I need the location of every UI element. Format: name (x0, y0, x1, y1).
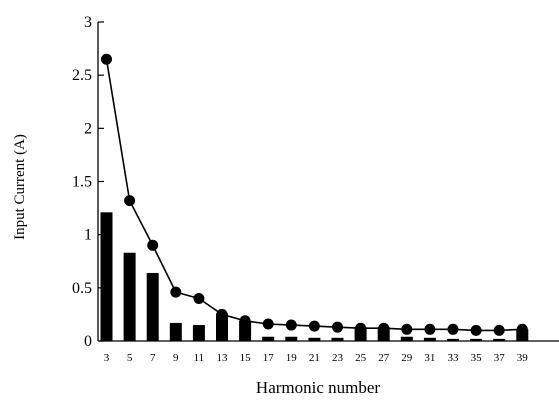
x-tick-label: 33 (448, 352, 460, 364)
line-point (378, 322, 390, 334)
x-axis-title: Harmonic number (256, 378, 380, 397)
line-point (285, 319, 297, 331)
bar (239, 320, 252, 341)
bar (285, 336, 298, 341)
x-tick-label: 27 (378, 352, 390, 364)
x-tick-labels: 3 5 7 9 11 13 15 17 19 21 23 25 27 29 31 33 35 37 39 (104, 352, 529, 364)
x-tick-label: 15 (240, 352, 252, 364)
line-series (101, 53, 528, 336)
line-point (332, 321, 343, 333)
x-tick-label: 5 (127, 352, 133, 364)
axes (97, 21, 559, 342)
x-tick-label: 35 (471, 352, 483, 364)
y-tick-label: 0.5 (72, 280, 92, 297)
x-tick-label: 31 (424, 352, 435, 364)
series-line (105, 59, 523, 332)
y-tick-labels: 0 0.5 1 1.5 2 2.5 3 (72, 14, 92, 350)
x-tick-label: 17 (263, 352, 275, 364)
x-tick-label: 29 (401, 352, 413, 364)
line-point (101, 53, 112, 65)
y-tick-label: 1.5 (72, 174, 92, 191)
bar (192, 325, 205, 341)
bar (216, 313, 228, 341)
y-tick-label: 1 (84, 227, 92, 244)
y-tick-label: 2 (84, 120, 92, 137)
line-point (170, 286, 182, 298)
bar (423, 337, 436, 341)
line-point (516, 323, 528, 335)
y-tick-label: 2.5 (72, 67, 92, 84)
line-point (262, 318, 274, 330)
line-point (355, 322, 367, 334)
x-tick-label: 39 (517, 352, 529, 364)
bar (447, 338, 459, 341)
line-point (447, 323, 459, 335)
line-point (470, 324, 482, 336)
x-tick-label: 23 (332, 352, 344, 364)
y-tick-label: 3 (84, 14, 92, 31)
x-tick-label: 7 (150, 352, 156, 364)
bar (308, 337, 321, 341)
bar (516, 329, 529, 341)
line-point (493, 324, 505, 336)
bar (123, 252, 136, 341)
bar (146, 272, 159, 341)
bar (262, 336, 275, 341)
x-tick-label: 19 (286, 352, 298, 364)
x-tick-label: 9 (173, 352, 179, 364)
line-point (239, 315, 251, 327)
bar (470, 338, 483, 341)
bar (493, 338, 506, 341)
x-tick-label: 37 (494, 352, 506, 364)
bar (331, 337, 344, 341)
bar (100, 212, 113, 341)
line-point (308, 320, 320, 332)
x-tick-label: 25 (355, 352, 367, 364)
line-point (147, 239, 159, 251)
line-point (401, 323, 413, 335)
x-tick-label: 13 (217, 352, 229, 364)
line-point (124, 195, 136, 207)
bar (400, 336, 413, 341)
y-tick-label: 0 (84, 333, 92, 350)
x-tick-label: 11 (194, 352, 205, 364)
y-axis-title: Input Current (A) (12, 134, 28, 240)
bar (169, 322, 182, 341)
x-tick-label: 21 (309, 352, 320, 364)
line-point (193, 292, 205, 304)
line-point (424, 323, 436, 335)
line-point (216, 308, 228, 320)
x-tick-label: 3 (104, 352, 110, 364)
